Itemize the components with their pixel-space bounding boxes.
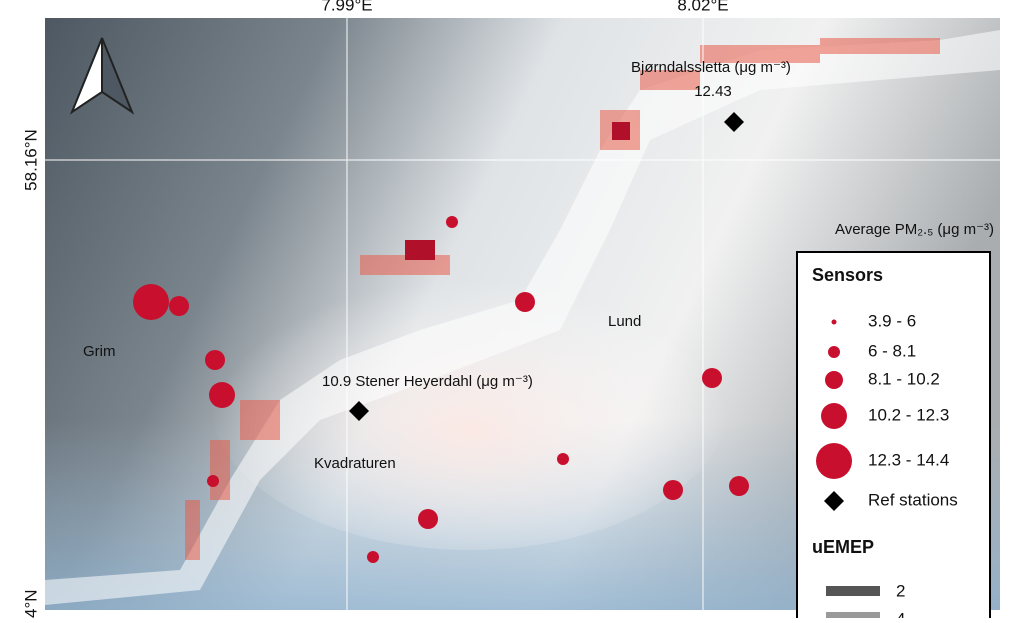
page: Grim Lund Kvadraturen Bjørndalssletta (μ… — [0, 0, 1012, 618]
lat-label: 4°N — [21, 589, 40, 618]
station-value: 12.43 — [694, 83, 732, 100]
map-area: Grim Lund Kvadraturen Bjørndalssletta (μ… — [45, 18, 1000, 618]
legend-box — [797, 252, 990, 618]
legend-item: 3.9 - 6 — [868, 311, 916, 330]
legend-item: 6 - 8.1 — [868, 341, 916, 360]
legend-item: 12.3 - 14.4 — [868, 450, 949, 469]
legend-heading: Sensors — [812, 265, 883, 285]
map-figure: Grim Lund Kvadraturen Bjørndalssletta (μ… — [0, 0, 1012, 618]
legend-title: Average PM₂.₅ (μg m⁻³) — [835, 221, 994, 238]
place-label: Lund — [608, 313, 641, 330]
legend-item: 4 — [896, 609, 905, 618]
legend-item: 8.1 - 10.2 — [868, 369, 940, 388]
legend-swatch — [826, 612, 880, 618]
place-label: Grim — [83, 343, 116, 360]
legend-swatch — [826, 586, 880, 596]
station-label: 10.9 Stener Heyerdahl (μg m⁻³) — [322, 373, 533, 390]
lon-label: 8.02°E — [677, 0, 728, 14]
legend-heading: uEMEP — [812, 537, 874, 557]
legend-item: 10.2 - 12.3 — [868, 405, 949, 424]
place-label: Kvadraturen — [314, 455, 396, 472]
legend-item: 2 — [896, 581, 905, 600]
legend-item: Ref stations — [868, 490, 958, 509]
lat-label: 58.16°N — [21, 129, 40, 191]
legend: Sensors 3.9 - 6 6 - 8.1 8.1 - 10.2 10.2 … — [797, 252, 990, 618]
lon-label: 7.99°E — [321, 0, 372, 14]
station-name: Bjørndalssletta (μg m⁻³) — [631, 59, 791, 76]
